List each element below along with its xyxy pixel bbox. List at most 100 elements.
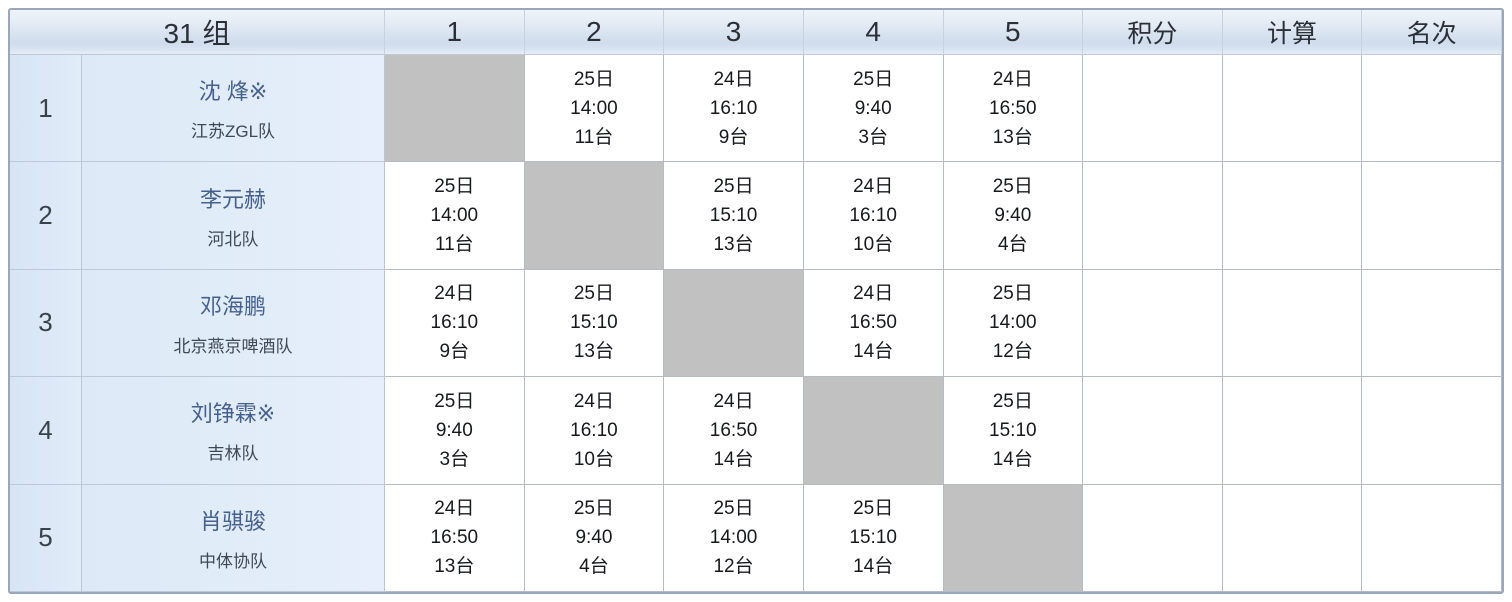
match-date: 24日 <box>992 68 1033 90</box>
match-table: 4台 <box>579 556 609 578</box>
match-table: 3台 <box>858 126 888 148</box>
schedule-cell: 24日 16:50 13台 <box>943 55 1084 163</box>
schedule-cell: 24日 16:10 10台 <box>803 162 944 270</box>
rank-cell <box>1362 269 1502 378</box>
score-header: 积分 <box>1083 10 1223 55</box>
match-date: 25日 <box>573 283 614 305</box>
match-time: 16:10 <box>570 419 618 441</box>
schedule-cell: 25日 15:10 14台 <box>803 484 944 592</box>
player-name: 刘铮霖※ <box>190 401 276 427</box>
match-date: 24日 <box>853 283 894 305</box>
rank-cell <box>1362 377 1502 485</box>
player-team: 吉林队 <box>207 444 259 464</box>
match-time: 9:40 <box>575 527 613 549</box>
player-seed: 4 <box>10 377 82 485</box>
pairing-table: 31 组 1 2 3 4 5 积分 计算 名次 1 沈 烽※ 江苏ZGL队 25… <box>8 8 1504 594</box>
score-cell <box>1083 162 1223 270</box>
score-cell <box>1083 484 1223 592</box>
match-time: 14:00 <box>570 97 618 119</box>
match-time: 16:50 <box>989 97 1037 119</box>
schedule-cell: 25日 9:40 4台 <box>943 162 1084 270</box>
match-table: 11台 <box>434 234 474 256</box>
match-table: 12台 <box>713 556 754 578</box>
match-date: 25日 <box>573 498 614 520</box>
player-team: 北京燕京啤酒队 <box>173 336 293 356</box>
match-time: 15:10 <box>709 205 758 227</box>
calc-cell <box>1222 162 1363 270</box>
match-table: 12台 <box>992 341 1033 363</box>
match-time: 14:00 <box>989 312 1037 334</box>
match-table: 11台 <box>574 126 614 148</box>
player-name: 邓海鹏 <box>199 293 266 319</box>
schedule-cell: 24日 16:10 9台 <box>664 55 804 163</box>
calc-header: 计算 <box>1222 10 1363 55</box>
player-cell: 邓海鹏 北京燕京啤酒队 <box>82 269 385 378</box>
schedule-cell: 25日 15:10 14台 <box>943 377 1084 485</box>
round-header-1: 1 <box>385 10 525 55</box>
player-seed: 5 <box>10 484 82 592</box>
match-date: 25日 <box>434 390 475 412</box>
match-date: 24日 <box>434 283 475 305</box>
schedule-cell: 25日 14:00 12台 <box>664 484 804 592</box>
round-header-4: 4 <box>803 10 944 55</box>
match-table: 13台 <box>573 341 614 363</box>
player-name: 沈 烽※ <box>198 79 268 105</box>
player-cell: 刘铮霖※ 吉林队 <box>82 377 385 485</box>
match-table: 9台 <box>439 341 470 363</box>
match-date: 25日 <box>573 68 614 90</box>
match-table: 14台 <box>853 341 894 363</box>
calc-cell <box>1222 269 1363 378</box>
match-time: 9:40 <box>854 97 892 119</box>
round-header-5: 5 <box>943 10 1084 55</box>
schedule-cell: 25日 15:10 13台 <box>664 162 804 270</box>
schedule-cell: 24日 16:50 14台 <box>664 377 804 485</box>
self-pairing-cell <box>943 484 1084 592</box>
match-time: 14:00 <box>430 205 479 227</box>
calc-cell <box>1222 377 1363 485</box>
match-time: 14:00 <box>709 527 758 549</box>
player-seed: 2 <box>10 162 82 270</box>
match-time: 15:10 <box>989 419 1037 441</box>
round-header-3: 3 <box>664 10 804 55</box>
match-time: 16:10 <box>430 312 479 334</box>
schedule-cell: 24日 16:10 10台 <box>524 377 665 485</box>
match-time: 16:50 <box>709 419 758 441</box>
schedule-cell: 24日 16:50 14台 <box>803 269 944 378</box>
match-table: 10台 <box>573 448 614 470</box>
match-time: 9:40 <box>994 205 1032 227</box>
match-date: 25日 <box>992 176 1033 198</box>
player-cell: 李元赫 河北队 <box>82 162 385 270</box>
rank-cell <box>1362 55 1502 163</box>
player-name: 李元赫 <box>199 186 266 212</box>
match-time: 15:10 <box>849 527 897 549</box>
player-name: 肖骐骏 <box>199 508 266 534</box>
score-cell <box>1083 269 1223 378</box>
match-table: 3台 <box>439 448 470 470</box>
match-date: 25日 <box>713 176 754 198</box>
match-table: 10台 <box>853 234 894 256</box>
rank-cell <box>1362 162 1502 270</box>
match-time: 15:10 <box>570 312 618 334</box>
match-date: 25日 <box>713 498 754 520</box>
match-date: 24日 <box>573 390 614 412</box>
match-date: 24日 <box>434 498 475 520</box>
match-table: 13台 <box>434 556 475 578</box>
match-time: 9:40 <box>435 419 473 441</box>
match-table: 13台 <box>713 234 754 256</box>
schedule-cell: 25日 15:10 13台 <box>524 269 665 378</box>
match-date: 25日 <box>853 68 894 90</box>
match-table: 4台 <box>998 234 1028 256</box>
schedule-cell: 25日 14:00 11台 <box>524 55 665 163</box>
match-date: 24日 <box>713 390 754 412</box>
match-time: 16:10 <box>849 205 897 227</box>
self-pairing-cell <box>524 162 665 270</box>
player-cell: 沈 烽※ 江苏ZGL队 <box>82 55 385 163</box>
calc-cell <box>1222 55 1363 163</box>
match-date: 25日 <box>992 283 1033 305</box>
rank-header: 名次 <box>1362 10 1502 55</box>
group-header: 31 组 <box>10 10 385 55</box>
player-team: 河北队 <box>207 229 259 249</box>
player-cell: 肖骐骏 中体协队 <box>82 484 385 592</box>
round-header-2: 2 <box>524 10 665 55</box>
schedule-cell: 24日 16:10 9台 <box>385 269 525 378</box>
